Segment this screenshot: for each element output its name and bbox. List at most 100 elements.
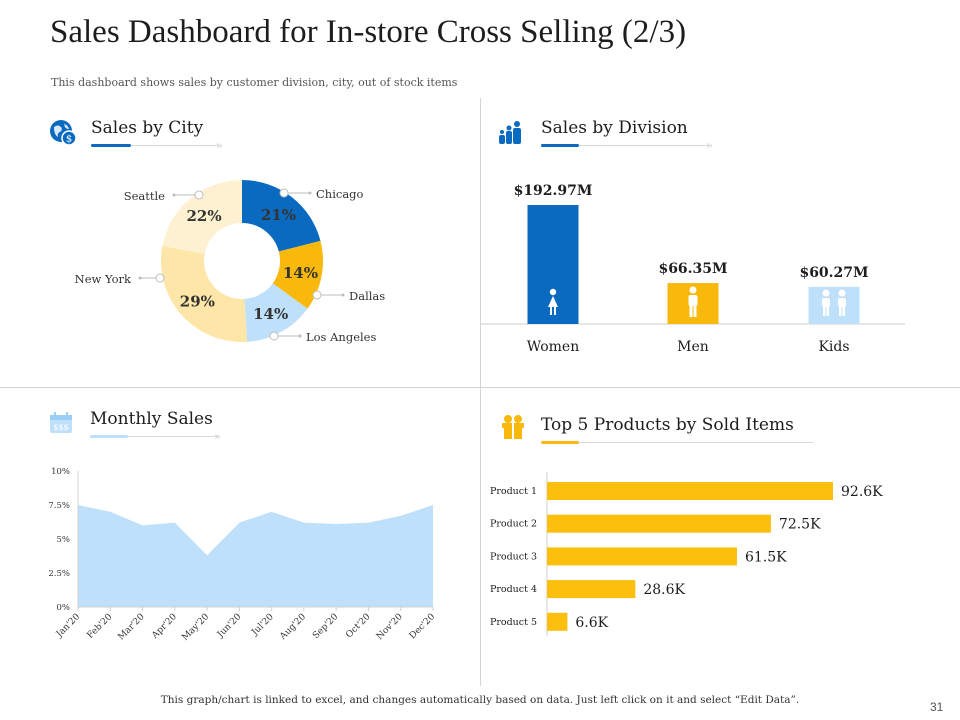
section-underline [541, 441, 579, 444]
donut-category-label: Chicago [316, 187, 364, 201]
section-underline-track [128, 436, 218, 437]
donut-slice-new-york [161, 245, 248, 342]
gift-box-icon [499, 413, 527, 441]
kid-body [838, 298, 846, 307]
division-bar-kids [808, 286, 860, 324]
section-underline-track [579, 145, 709, 146]
x-tick-label: Nov'20 [375, 612, 405, 642]
man-icon-head [689, 286, 697, 294]
kid-leg [823, 307, 826, 316]
x-tick-label: May'20 [180, 612, 211, 643]
y-tick-label: 7.5% [48, 501, 70, 511]
division-value-label: $60.27M [799, 265, 868, 281]
section-title-sales-by-city: Sales by City [91, 118, 204, 138]
man-icon-leg [693, 306, 697, 317]
kid-head [822, 289, 830, 297]
donut-value-label: 14% [283, 264, 318, 282]
donut-slice-chicago [242, 180, 321, 252]
y-tick-label: 0% [57, 603, 71, 613]
quadrant-divider-vertical [480, 98, 481, 686]
product-category-label: Product 5 [490, 617, 537, 628]
x-tick-label: Jun'20 [215, 612, 244, 641]
x-tick-label: Jul'20 [249, 612, 276, 639]
x-tick-label: Feb'20 [86, 612, 115, 641]
woman-icon-leg [550, 307, 552, 315]
section-underline-track [131, 145, 219, 146]
woman-icon [548, 288, 558, 315]
footer-note: This graph/chart is linked to excel, and… [160, 694, 800, 706]
y-tick-label: 2.5% [48, 569, 70, 579]
product-category-label: Product 1 [490, 486, 537, 497]
man-icon-leg [689, 306, 693, 317]
section-underline [91, 144, 131, 147]
y-tick-label: 5% [57, 535, 71, 545]
division-bar-chart: $192.97M Women $66.35M Men $60.27M Kids [480, 183, 905, 355]
page-subtitle: This dashboard shows sales by customer d… [51, 76, 458, 89]
product-bar [547, 514, 771, 533]
leader-end [138, 276, 142, 280]
leader-dot [279, 188, 289, 198]
product-bar [547, 482, 833, 500]
product-category-label: Product 3 [490, 551, 537, 562]
product-bar [547, 612, 568, 631]
kids-icon [822, 289, 846, 316]
division-value-label: $192.97M [514, 183, 593, 199]
donut-category-label: Dallas [349, 289, 385, 303]
kid-body [822, 298, 830, 307]
division-category-label: Men [677, 339, 709, 355]
section-title-sales-by-division: Sales by Division [541, 118, 688, 138]
division-value-label: $66.35M [658, 261, 727, 277]
product-category-label: Product 4 [490, 584, 537, 595]
section-title-top-products: Top 5 Products by Sold Items [541, 415, 794, 435]
leader-end [298, 334, 302, 338]
section-underline [541, 144, 579, 147]
man-icon-body [688, 295, 698, 306]
monthly-area-chart: 0% 2.5% 5% 7.5% 10% Jan'20 Feb'20 Mar'20 Apr'20 M… [48, 467, 438, 643]
section-title-monthly-sales: Monthly Sales [90, 409, 213, 429]
kid-leg [842, 307, 845, 316]
donut-slice-seattle [162, 180, 242, 254]
leader-dot [269, 331, 279, 341]
chevron-right-icon: » [214, 430, 221, 443]
products-bar-chart: Product 1 92.6K Product 2 72.5K Product 3 61.… [490, 472, 883, 636]
kid-leg [826, 307, 829, 316]
chevron-right-icon: » [706, 139, 713, 152]
quadrant-divider-horizontal [0, 387, 960, 388]
man-icon [688, 286, 698, 317]
svg-text:$: $ [66, 134, 72, 145]
product-bar [547, 580, 636, 599]
product-value-label: 61.5K [745, 549, 787, 565]
x-tick-label: Mar'20 [116, 612, 146, 642]
leader-dot [312, 290, 322, 300]
kid-head [838, 289, 846, 297]
chevron-right-icon: » [216, 139, 223, 152]
globe-dollar-icon: $ [48, 118, 78, 148]
x-tick-label: Dec'20 [408, 612, 438, 642]
x-tick-label: Sep'20 [311, 612, 340, 641]
kid-leg [839, 307, 842, 316]
x-tick-label: Oct'20 [344, 612, 372, 640]
woman-icon-leg [554, 307, 556, 315]
leader-dot [155, 273, 165, 283]
donut-value-label: 29% [180, 292, 215, 310]
leader-end [341, 293, 345, 297]
product-value-label: 28.6K [643, 582, 685, 598]
people-group-icon [498, 120, 526, 146]
x-tick-label: Jan'20 [54, 612, 82, 640]
donut-value-label: 22% [187, 207, 222, 225]
page-number: 31 [930, 700, 944, 714]
product-value-label: 72.5K [779, 517, 821, 533]
donut-category-label: Los Angeles [306, 330, 376, 344]
donut-value-label: 21% [261, 206, 296, 224]
page-title: Sales Dashboard for In-store Cross Selli… [50, 14, 687, 50]
division-category-label: Women [527, 339, 579, 355]
product-category-label: Product 2 [490, 519, 537, 530]
section-underline [90, 435, 128, 438]
woman-icon-head [549, 288, 557, 296]
monthly-sales-area [78, 505, 433, 607]
leader-dot [194, 190, 204, 200]
donut-value-label: 14% [253, 305, 288, 323]
product-value-label: 92.6K [841, 484, 883, 500]
donut-category-label: Seattle [124, 189, 165, 203]
leader-end [172, 193, 176, 197]
